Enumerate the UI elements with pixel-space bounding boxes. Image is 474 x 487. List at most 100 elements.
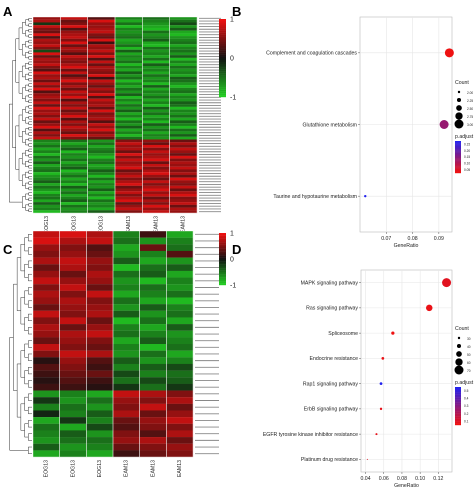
heatmap-cell: [33, 357, 60, 365]
heatmap-cell: [86, 330, 114, 338]
heatmap-border: [32, 230, 194, 458]
column-label: EAM13: [153, 216, 159, 233]
heatmap-cell: [115, 112, 143, 116]
dendrogram-branch: [25, 84, 29, 91]
heatmap-cell: [60, 183, 88, 186]
heatmap-cell: [60, 98, 88, 102]
color-scale-step: [219, 259, 226, 261]
dendrogram-branch: [28, 203, 32, 207]
heatmap-cell: [169, 25, 198, 28]
heatmap-cell: [115, 76, 143, 80]
heatmap-cell: [60, 147, 88, 151]
heatmap-cell: [115, 36, 143, 39]
heatmap-cell: [113, 257, 140, 265]
heatmap-cell: [169, 63, 198, 67]
heatmap-cell: [142, 85, 170, 88]
dendrogram-branch: [28, 78, 32, 82]
heatmap-cell: [33, 193, 61, 197]
heatmap-cell: [60, 63, 88, 67]
heatmap-cell: [59, 357, 87, 365]
heatmap-cell: [33, 210, 61, 214]
heatmap-cell: [166, 277, 194, 285]
heatmap-cell: [113, 350, 140, 358]
heatmap-cell: [87, 128, 116, 132]
data-point: [379, 407, 383, 411]
padj-legend-step: [455, 416, 461, 418]
heatmap-cell: [60, 191, 88, 195]
data-point: [425, 304, 433, 312]
heatmap-cell: [60, 44, 88, 48]
padj-legend-step: [455, 390, 461, 393]
heatmap-cell: [33, 304, 60, 311]
heatmap-cell: [139, 250, 167, 258]
heatmap-cell: [59, 397, 87, 404]
heatmap-cell: [87, 193, 116, 197]
color-scale-step: [219, 282, 226, 284]
heatmap-cell: [33, 237, 60, 245]
heatmap-cell: [139, 324, 167, 331]
heatmap-cell: [113, 244, 140, 252]
heatmap-cell: [33, 390, 60, 398]
color-scale-step: [219, 278, 226, 280]
heatmap-cell: [139, 363, 167, 371]
heatmap-cell: [33, 85, 61, 88]
heatmap-cell: [113, 270, 140, 278]
heatmap-cell: [87, 164, 116, 167]
heatmap-cell: [33, 57, 61, 61]
heatmap-cell: [142, 183, 170, 186]
heatmap-cell: [169, 27, 198, 31]
heatmap-cell: [169, 147, 198, 151]
heatmap-cell: [33, 55, 61, 58]
heatmap-cell: [87, 109, 116, 113]
heatmap-cell: [59, 244, 87, 252]
heatmap-cell: [142, 71, 170, 75]
heatmap-cell: [86, 310, 114, 318]
heatmap-cell: [87, 202, 116, 205]
heatmap-cell: [113, 337, 140, 345]
heatmap-cell: [60, 25, 88, 28]
heatmap-cell: [60, 199, 88, 203]
heatmap-cell: [169, 95, 198, 99]
heatmap-cell: [86, 270, 114, 278]
heatmap-cell: [59, 430, 87, 438]
padj-legend-step: [455, 394, 461, 397]
color-scale-step: [219, 85, 226, 88]
dendrogram-branch: [25, 161, 29, 167]
count-legend-dot: [457, 90, 461, 94]
heatmap-cell: [166, 363, 194, 371]
color-scale-tick: -1: [230, 95, 236, 102]
heatmap-cell: [59, 383, 87, 391]
color-scale-step: [219, 268, 226, 270]
heatmap-cell: [169, 17, 198, 20]
heatmap-cell: [113, 377, 140, 384]
heatmap-cell: [87, 33, 116, 37]
heatmap-cell: [33, 93, 61, 97]
heatmap-cell: [142, 155, 170, 159]
color-scale-step: [219, 261, 226, 264]
dendrogram-branch: [28, 72, 32, 76]
heatmap-cell: [87, 199, 116, 203]
heatmap-cell: [60, 204, 88, 208]
count-legend-label: 60: [467, 361, 471, 365]
heatmap-cell: [115, 60, 143, 64]
heatmap-cell: [33, 383, 60, 391]
heatmap-cell: [60, 19, 88, 23]
heatmap-cell: [60, 71, 88, 75]
heatmap-cell: [33, 310, 60, 318]
heatmap-cell: [60, 36, 88, 39]
heatmap-cell: [60, 196, 88, 200]
color-scale-step: [219, 233, 226, 235]
dendrogram-branch: [28, 208, 32, 212]
heatmap-cell: [60, 106, 88, 110]
heatmap-cell: [60, 82, 88, 86]
color-scale-step: [219, 281, 226, 283]
heatmap-cell: [115, 210, 143, 214]
heatmap-cell: [115, 17, 143, 20]
heatmap-cell: [33, 63, 61, 67]
heatmap-cell: [59, 284, 87, 291]
heatmap-cell: [166, 430, 194, 438]
heatmap-cell: [33, 112, 61, 116]
heatmap-cell: [115, 66, 143, 69]
heatmap-cell: [87, 106, 116, 110]
heatmap-panel-a: EOG13 EOG13 EOG13 EAM13 EAM13 EAM13 1 0 -1: [9, 17, 236, 233]
